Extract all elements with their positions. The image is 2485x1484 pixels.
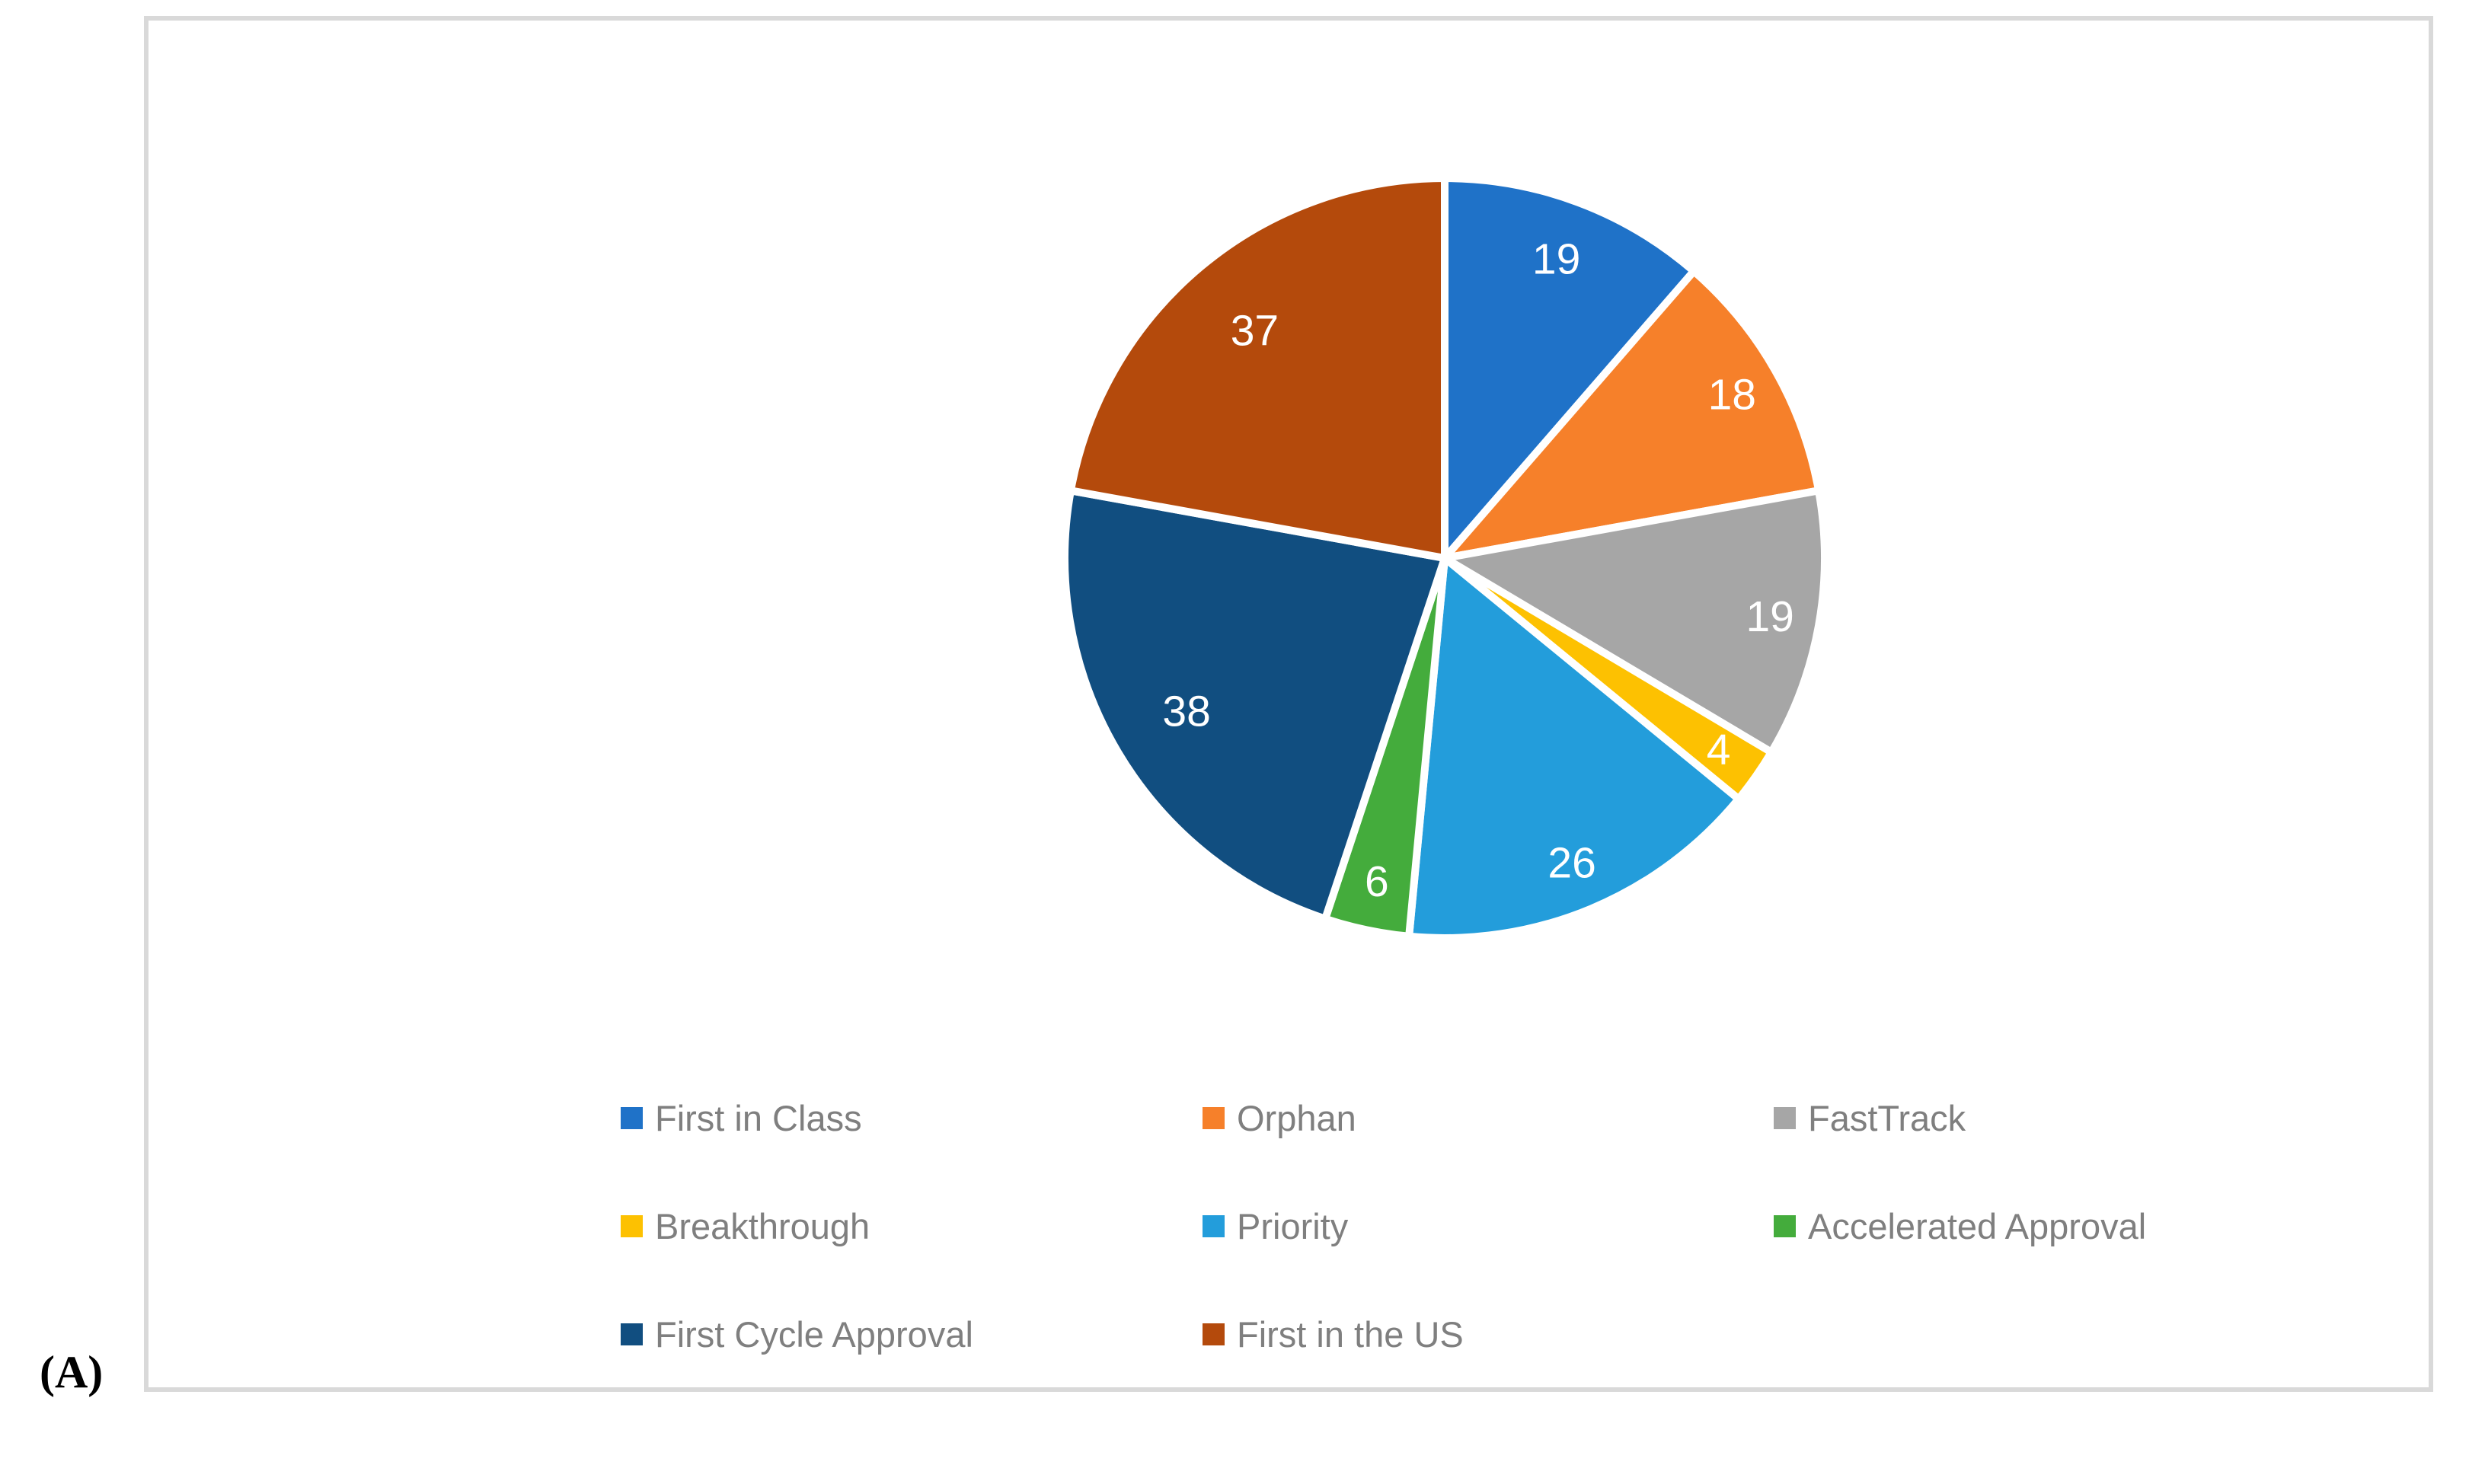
legend-item-first-in-class: First in Class xyxy=(621,1097,1203,1139)
pie-slice-first-cycle-approval xyxy=(1061,487,1449,923)
legend-label: First Cycle Approval xyxy=(655,1313,973,1355)
pie-slice-fasttrack xyxy=(1441,487,1829,756)
pie-value-label-first-in-the-us: 37 xyxy=(1231,306,1279,355)
legend-swatch-icon xyxy=(1203,1214,1225,1237)
pie-slice-priority xyxy=(1405,554,1742,942)
legend-swatch-icon xyxy=(1774,1214,1796,1237)
chart-panel: 19 18 19 4 26 6 38 37 First in Class Orphan Fas… xyxy=(144,16,2433,1392)
legend-item-breakthrough: Breakthrough xyxy=(621,1205,1203,1247)
legend-label: Orphan xyxy=(1237,1097,1356,1138)
legend-item-orphan: Orphan xyxy=(1203,1097,1774,1139)
legend-label: FastTrack xyxy=(1808,1097,1966,1138)
pie-value-label-first-cycle-approval: 38 xyxy=(1162,687,1210,736)
pie-value-label-fasttrack: 19 xyxy=(1746,592,1793,641)
legend-label: First in Class xyxy=(655,1097,862,1138)
legend-label: Priority xyxy=(1237,1205,1349,1246)
legend-swatch-icon xyxy=(1203,1106,1225,1129)
pie-value-label-breakthrough: 4 xyxy=(1707,726,1731,774)
figure-label: (A) xyxy=(40,1347,104,1397)
pie-value-label-priority: 26 xyxy=(1548,839,1595,888)
pie-value-label-orphan: 18 xyxy=(1708,370,1756,419)
pie-value-label-first-in-class: 19 xyxy=(1532,235,1580,283)
pie-slice-orphan xyxy=(1441,267,1823,562)
legend-item-first-cycle-approval: First Cycle Approval xyxy=(621,1313,1203,1355)
legend-swatch-icon xyxy=(621,1323,643,1345)
pie-slice-first-in-the-us xyxy=(1066,174,1449,562)
legend-item-fasttrack: FastTrack xyxy=(1774,1097,2146,1139)
pie-slice-first-in-class xyxy=(1441,174,1698,562)
legend-label: Breakthrough xyxy=(655,1205,870,1246)
legend-swatch-icon xyxy=(621,1106,643,1129)
legend-label: First in the US xyxy=(1237,1313,1464,1355)
pie-value-label-accelerated-approval: 6 xyxy=(1365,857,1389,906)
pie-chart: 19 18 19 4 26 6 38 37 xyxy=(1061,174,1829,942)
legend-item-priority: Priority xyxy=(1203,1205,1774,1247)
legend-swatch-icon xyxy=(621,1214,643,1237)
legend-item-first-in-the-us: First in the US xyxy=(1203,1313,1774,1355)
legend-item-accelerated-approval: Accelerated Approval xyxy=(1774,1205,2146,1247)
legend-swatch-icon xyxy=(1203,1323,1225,1345)
legend-swatch-icon xyxy=(1774,1106,1796,1129)
legend: First in Class Orphan FastTrack Breakthr… xyxy=(621,1064,2146,1388)
legend-label: Accelerated Approval xyxy=(1808,1205,2147,1246)
